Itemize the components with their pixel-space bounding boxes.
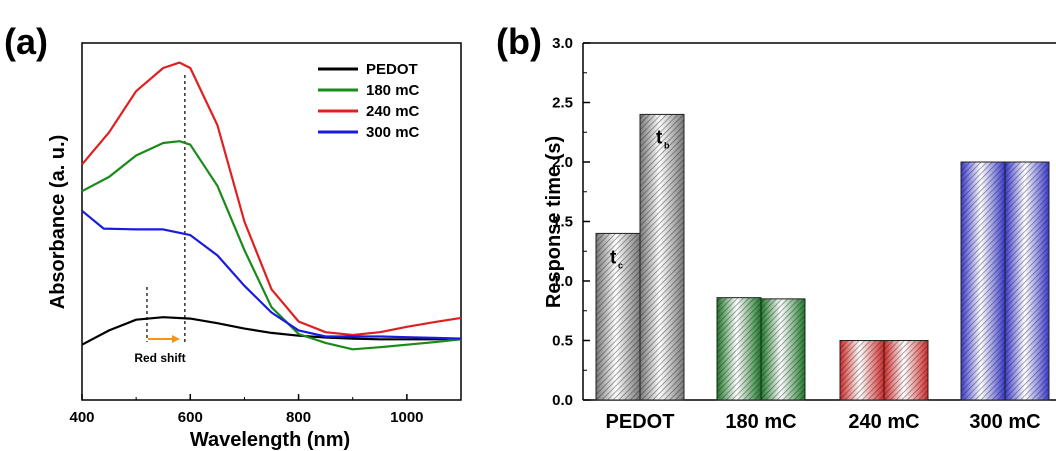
legend-label: 180 mC [366,82,420,99]
y-tick-label: 2.0 [552,154,573,171]
y-tick-label: 3.0 [552,35,573,52]
legend-label: 240 mC [366,103,420,120]
panel-a-x-axis-title: Wavelength (nm) [190,429,350,451]
bar-label-t: t [656,127,663,148]
bar-hatch [1005,162,1049,400]
x-tick-label: 1000 [390,409,423,426]
bar-label-subscript: c [618,260,623,270]
y-tick-label: 1.0 [552,273,573,290]
bar-hatch [884,340,928,400]
bar-hatch [640,114,684,401]
panel-a-annotations: Red shift [134,335,186,365]
legend-label: PEDOT [366,61,418,78]
series-line-180-mc [81,140,462,351]
panel-b-bar-labels: t ct b [610,127,670,270]
panel-b-y-ticks: 0.0 0.5 1.0 1.5 2.0 2.5 3.0 [552,35,590,409]
panel-a-y-axis-title: Absorbance (a. u.) [47,135,69,309]
category-label: 240 mC [848,411,919,433]
series-line-240-mc [81,61,462,337]
category-label: 300 mC [969,411,1040,433]
panel-a-x-ticks: 400 600 800 1000 [69,394,424,426]
bar-hatch [761,298,805,400]
x-tick-label: 400 [69,409,94,426]
y-tick-label: 2.5 [552,95,573,112]
bar-label-t: t [610,247,617,268]
y-tick-label: 1.5 [552,214,573,231]
bar-hatch [596,233,640,400]
panel-a-reference-lines [146,75,186,342]
panel-b-bars [595,113,1050,401]
legend-label: 300 mC [366,124,420,141]
bar-hatch [961,162,1005,400]
x-tick-label: 800 [286,409,311,426]
bar-hatch [840,340,884,400]
bar-hatch [717,297,761,400]
panel-b-response-time-chart: (b) 0.0 0.5 1.0 1.5 2.0 2.5 3.0 PEDOT 180 mC 240… [496,21,1056,433]
panel-a-plot-frame [81,42,462,401]
panel-b-category-labels: PEDOT 180 mC 240 mC 300 mC [606,411,1041,433]
panel-b-label: (b) [496,21,542,62]
panel-a-label: (a) [4,21,48,62]
series-line-300-mc [81,209,462,340]
x-tick-label: 600 [178,409,203,426]
red-shift-arrow-head [172,335,180,343]
category-label: 180 mC [725,411,796,433]
bar-label-subscript: b [664,140,670,150]
series-line-pedot [81,316,462,346]
panel-a-series [81,61,462,351]
y-tick-label: 0.0 [552,392,573,409]
category-label: PEDOT [606,411,675,433]
red-shift-label: Red shift [134,351,185,365]
y-tick-label: 0.5 [552,333,573,350]
panel-b-y-axis-title: Response time (s) [543,136,565,308]
panel-a-legend: PEDOT 180 mC 240 mC 300 mC [318,61,420,141]
panel-a-absorbance-chart: (a) 400 600 800 1000 PEDOT 180 mC 240 mC 300 m… [4,21,462,451]
